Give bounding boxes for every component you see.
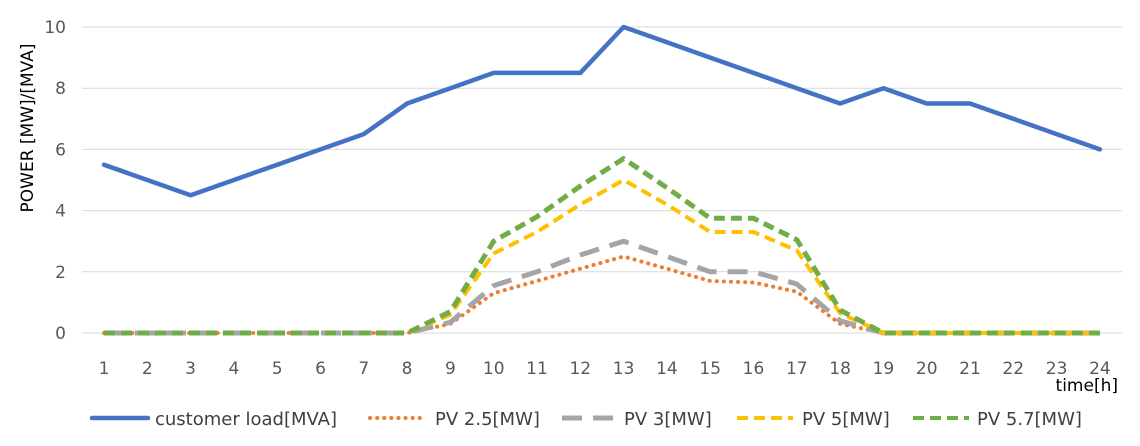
legend: customer load[MVA] PV 2.5[MW] PV 3[MW] PV 5… xyxy=(89,409,1082,430)
legend-label: PV 5.7[MW] xyxy=(977,409,1082,430)
x-tick-label: 8 xyxy=(402,359,413,379)
x-tick-label: 4 xyxy=(228,359,239,379)
series-line-pv-2-5-mw xyxy=(102,254,1102,335)
y-axis-title: POWER [MW]/[MVA] xyxy=(18,44,38,213)
x-tick-label: 17 xyxy=(786,359,808,379)
x-tick-label: 11 xyxy=(526,359,548,379)
x-tick-label: 24 xyxy=(1089,359,1111,379)
series-line-pv-5-mw xyxy=(104,178,1100,335)
y-tick-label: 4 xyxy=(55,202,66,222)
x-tick-label: 12 xyxy=(569,359,591,379)
series-line-customer-load-mva xyxy=(101,24,1103,198)
legend-label: customer load[MVA] xyxy=(155,409,337,430)
x-tick-label: 2 xyxy=(142,359,153,379)
series-lines xyxy=(101,24,1103,336)
y-tick-label: 8 xyxy=(55,79,66,99)
x-tick-label: 1 xyxy=(99,359,110,379)
legend-label: PV 3[MW] xyxy=(624,409,712,430)
x-axis-tick-labels: 1 2 3 4 5 6 7 8 9 10 11 12 13 14 15 16 17 18 19 20 21 22 23 24 xyxy=(99,359,1111,379)
series-line-pv-3-mw xyxy=(104,238,1100,336)
x-tick-label: 14 xyxy=(656,359,678,379)
x-tick-label: 16 xyxy=(743,359,765,379)
y-tick-label: 2 xyxy=(55,263,66,283)
x-tick-label: 6 xyxy=(315,359,326,379)
x-tick-label: 20 xyxy=(916,359,938,379)
y-axis-tick-labels: 0 2 4 6 8 10 xyxy=(44,18,66,344)
x-tick-label: 13 xyxy=(613,359,635,379)
x-tick-label: 23 xyxy=(1046,359,1068,379)
x-tick-label: 15 xyxy=(699,359,721,379)
x-tick-label: 3 xyxy=(185,359,196,379)
x-tick-label: 9 xyxy=(445,359,456,379)
x-tick-label: 7 xyxy=(358,359,369,379)
x-tick-label: 10 xyxy=(483,359,505,379)
y-tick-label: 0 xyxy=(55,324,66,344)
x-tick-label: 22 xyxy=(1002,359,1024,379)
x-tick-label: 18 xyxy=(829,359,851,379)
y-tick-label: 10 xyxy=(44,18,66,38)
x-tick-label: 21 xyxy=(959,359,981,379)
x-tick-label: 19 xyxy=(873,359,895,379)
legend-label: PV 5[MW] xyxy=(802,409,890,430)
x-tick-label: 5 xyxy=(272,359,283,379)
y-tick-label: 6 xyxy=(55,140,66,160)
legend-label: PV 2.5[MW] xyxy=(435,409,540,430)
x-axis-title: time[h] xyxy=(1056,376,1118,396)
series-line-pv-5-7-mw xyxy=(104,156,1100,336)
